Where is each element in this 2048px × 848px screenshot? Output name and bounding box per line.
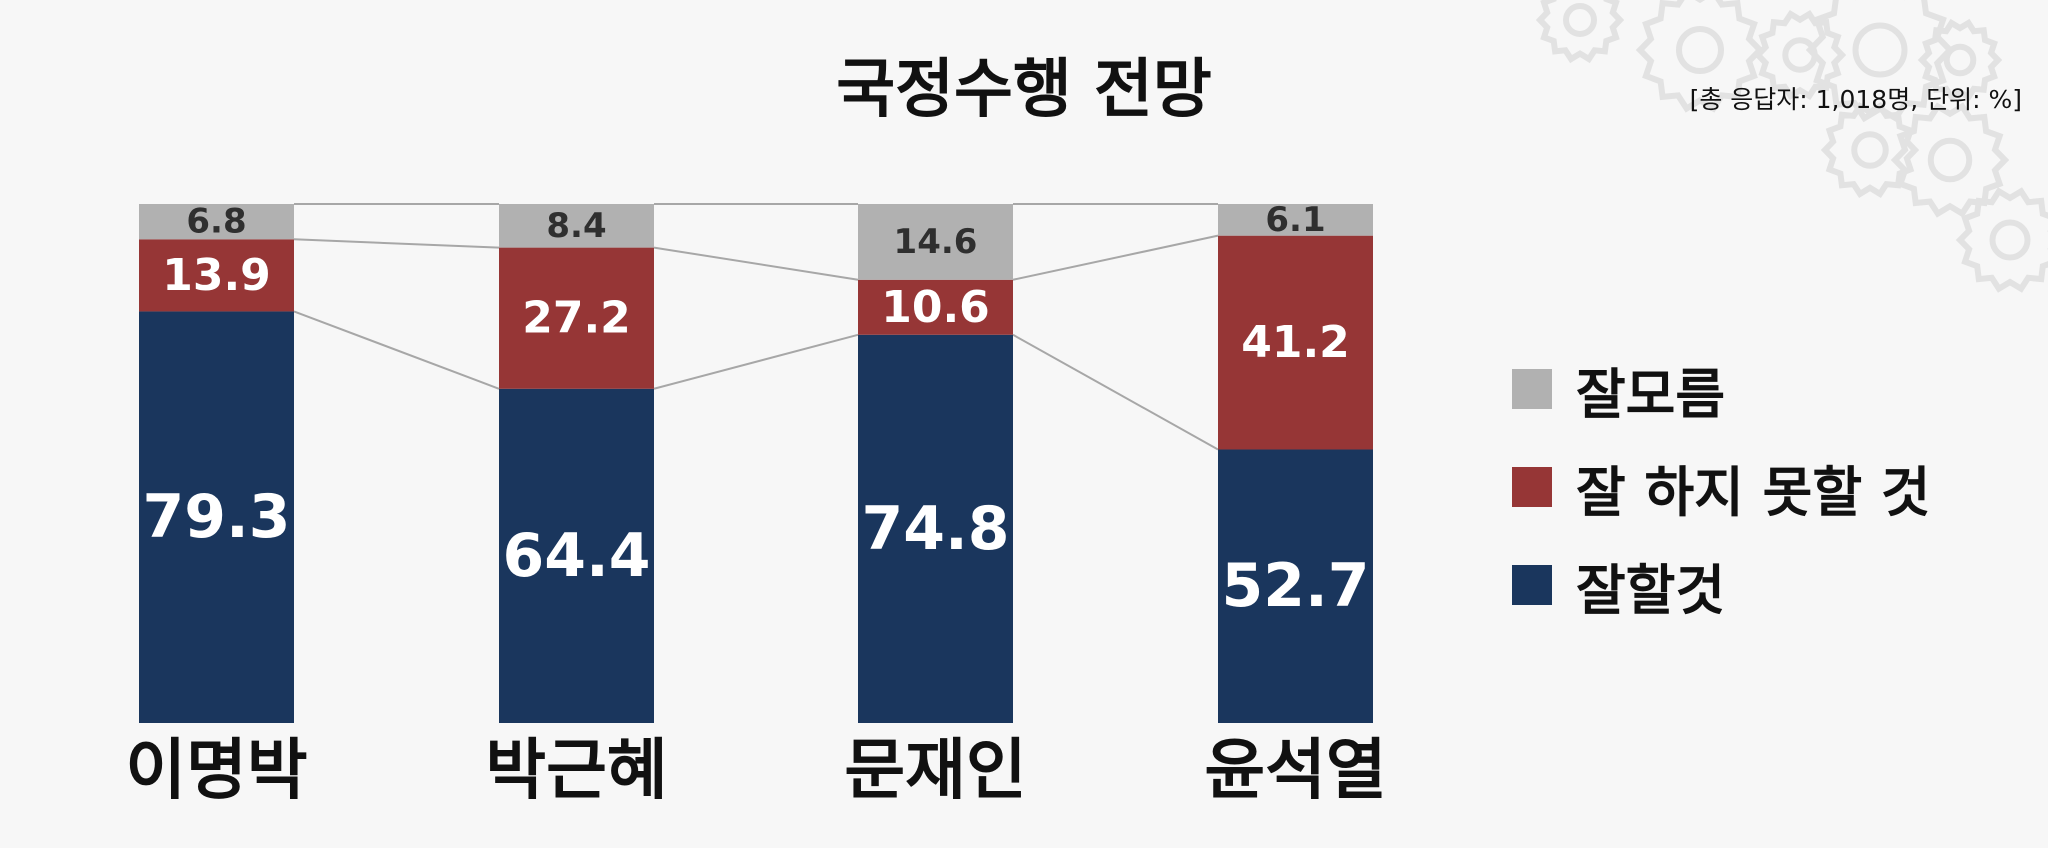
value-label: 8.4 (546, 206, 606, 246)
connector-line (1012, 234, 1219, 281)
gear-hub (1852, 22, 1908, 78)
legend: 잘모름 잘 하지 못할 것 잘할것 (1512, 340, 1930, 634)
bar-segment-박근혜-잘모름 (499, 204, 654, 248)
value-label: 10.6 (881, 282, 990, 333)
legend-label-positive: 잘할것 (1576, 558, 1726, 622)
legend-swatch-positive (1512, 565, 1552, 605)
bar-segment-이명박-잘-하지-못할-것 (139, 239, 294, 312)
legend-item-positive: 잘할것 (1512, 536, 1930, 634)
bar-segment-문재인-잘할것 (858, 334, 1013, 723)
gear-hub (1851, 131, 1889, 169)
gear-shape (1635, 0, 1765, 113)
bar-segment-박근혜-잘-하지-못할-것 (499, 247, 654, 389)
bar-segment-이명박-잘모름 (139, 204, 294, 240)
gear-hub (1676, 26, 1724, 74)
connector-line (293, 310, 500, 390)
value-label: 13.9 (162, 250, 271, 301)
bar-segment-문재인-잘모름 (858, 204, 1013, 280)
value-label: 64.4 (502, 521, 650, 591)
legend-label-negative: 잘 하지 못할 것 (1576, 460, 1931, 524)
gear-shape (1955, 187, 2048, 293)
gear-shape (1890, 102, 2010, 218)
category-label-문재인: 문재인 (844, 732, 1026, 809)
legend-item-negative: 잘 하지 못할 것 (1512, 438, 1930, 536)
respondent-note: [총 응답자: 1,018명, 단위: %] (1689, 85, 2022, 114)
value-label: 27.2 (522, 293, 631, 344)
gear-shape (1535, 0, 1625, 64)
gear-hub (1989, 219, 2031, 261)
value-label: 6.8 (186, 202, 246, 242)
value-label: 41.2 (1241, 317, 1350, 368)
category-label-박근혜: 박근혜 (485, 732, 667, 809)
bar-segment-박근혜-잘할것 (499, 388, 654, 723)
gear-hub (1927, 137, 1973, 183)
legend-label-unknown: 잘모름 (1576, 362, 1726, 426)
category-label-윤석열: 윤석열 (1204, 732, 1386, 809)
value-label: 14.6 (894, 222, 978, 262)
legend-item-unknown: 잘모름 (1512, 340, 1930, 438)
value-label: 52.7 (1221, 551, 1369, 621)
gear-shape (1917, 18, 2003, 102)
connector-line (293, 238, 500, 249)
value-label: 79.3 (142, 482, 290, 552)
gear-shape (1805, 0, 1955, 123)
connector-line (653, 246, 859, 281)
gear-hub (1943, 43, 1977, 77)
gear-shape (1820, 102, 1920, 198)
chart-title: 국정수행 전망 (836, 53, 1212, 127)
gear-hub (1563, 3, 1597, 37)
bar-segment-이명박-잘할것 (139, 311, 294, 723)
bar-segment-문재인-잘-하지-못할-것 (858, 279, 1013, 335)
category-label-이명박: 이명박 (125, 732, 307, 809)
legend-swatch-unknown (1512, 369, 1552, 409)
value-label: 6.1 (1265, 200, 1325, 240)
value-label: 74.8 (861, 494, 1009, 564)
bar-segment-윤석열-잘-하지-못할-것 (1218, 235, 1373, 450)
legend-swatch-negative (1512, 467, 1552, 507)
connector-line (1012, 333, 1219, 451)
connector-line (653, 333, 859, 390)
bar-segment-윤석열-잘모름 (1218, 204, 1373, 236)
bar-segment-윤석열-잘할것 (1218, 449, 1373, 723)
